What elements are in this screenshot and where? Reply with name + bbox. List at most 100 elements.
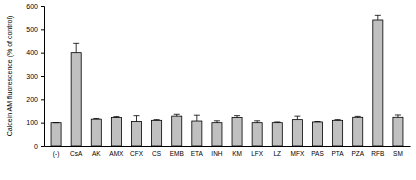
error-bar bbox=[194, 115, 200, 121]
error-cap bbox=[73, 43, 79, 44]
x-tick-label: SM bbox=[393, 150, 403, 157]
error-bar bbox=[355, 116, 361, 118]
error-bar bbox=[93, 118, 99, 120]
error-stem bbox=[136, 116, 137, 122]
x-tick-label: CFX bbox=[130, 150, 144, 157]
x-tick: MFX bbox=[291, 146, 305, 157]
y-tick-label: 400 bbox=[26, 49, 38, 56]
x-tick: PAS bbox=[311, 146, 324, 157]
x-tick-label: CS bbox=[152, 150, 162, 157]
x-tick-label: MFX bbox=[291, 150, 305, 157]
error-cap bbox=[154, 119, 160, 120]
error-stem bbox=[196, 115, 197, 121]
error-bar bbox=[274, 121, 280, 123]
error-bar bbox=[294, 116, 300, 120]
y-tick-mark bbox=[41, 29, 44, 30]
error-bar bbox=[53, 122, 59, 123]
y-tick-mark bbox=[41, 6, 44, 7]
bar bbox=[393, 117, 403, 146]
bar bbox=[71, 53, 81, 146]
bar bbox=[333, 120, 343, 146]
x-tick: CS bbox=[152, 146, 162, 157]
y-tick-mark bbox=[41, 123, 44, 124]
bar bbox=[272, 123, 282, 146]
x-tick-label: RFB bbox=[371, 150, 384, 157]
error-cap bbox=[375, 15, 381, 16]
error-cap bbox=[355, 116, 361, 117]
y-axis-title: Calcein AM fluorescence (% of control) bbox=[6, 16, 14, 137]
x-tick: AMX bbox=[109, 146, 124, 157]
marks bbox=[51, 15, 403, 146]
error-stem bbox=[76, 43, 77, 52]
error-cap bbox=[395, 114, 401, 115]
y-tick-label: 200 bbox=[26, 96, 38, 103]
error-bar bbox=[335, 119, 341, 121]
y-tick-label: 500 bbox=[26, 26, 38, 33]
error-bar bbox=[254, 121, 260, 123]
chart: 0 100 200 300 400 500 600 (-) CsA AK AMX CFX CS EMB ET… bbox=[0, 0, 416, 180]
x-tick-label: LZ bbox=[273, 150, 281, 157]
x-tick: KM bbox=[232, 146, 242, 157]
x-tick-label: PZA bbox=[351, 150, 364, 157]
bar bbox=[353, 117, 363, 146]
error-cap bbox=[234, 115, 240, 116]
x-tick: PTA bbox=[332, 146, 345, 157]
bar bbox=[91, 119, 101, 146]
y-tick-label: 0 bbox=[34, 143, 38, 150]
error-bar bbox=[395, 115, 401, 117]
x-tick-label: CsA bbox=[70, 150, 83, 157]
bar bbox=[212, 123, 222, 146]
error-cap bbox=[93, 118, 99, 119]
bar bbox=[192, 121, 202, 146]
bar bbox=[312, 122, 322, 146]
x-tick-label: (-) bbox=[53, 150, 60, 158]
x-tick-label: KM bbox=[232, 150, 242, 157]
x-tick-label: ETA bbox=[191, 150, 204, 157]
y-tick-label: 300 bbox=[26, 73, 38, 80]
x-tick: SM bbox=[393, 146, 403, 157]
y-tick: 0 bbox=[34, 143, 44, 150]
x-tick-label: PTA bbox=[332, 150, 345, 157]
x-tick-label: AMX bbox=[109, 150, 124, 157]
error-cap bbox=[194, 115, 200, 116]
error-cap bbox=[335, 119, 341, 120]
bar bbox=[152, 120, 162, 146]
bar bbox=[172, 116, 182, 146]
x-tick-label: EMB bbox=[170, 150, 184, 157]
error-cap bbox=[53, 122, 59, 123]
x-tick: RFB bbox=[371, 146, 384, 157]
y-tick: 100 bbox=[26, 119, 44, 126]
x-tick: INH bbox=[211, 146, 223, 157]
error-cap bbox=[214, 120, 220, 121]
y-tick: 400 bbox=[26, 49, 44, 56]
y-tick-label: 100 bbox=[26, 119, 38, 126]
x-tick-label: LFX bbox=[251, 150, 264, 157]
x-tick-label: PAS bbox=[311, 150, 324, 157]
x-tick: (-) bbox=[53, 146, 60, 158]
x-tick: PZA bbox=[351, 146, 364, 157]
x-tick: CFX bbox=[130, 146, 144, 157]
y-tick: 300 bbox=[26, 73, 44, 80]
error-bar bbox=[73, 43, 79, 52]
error-bar bbox=[234, 116, 240, 118]
y-tick: 500 bbox=[26, 26, 44, 33]
x-tick: LZ bbox=[273, 146, 281, 157]
error-stem bbox=[377, 15, 378, 20]
x-tick-label: AK bbox=[92, 150, 101, 157]
x-tick: LFX bbox=[251, 146, 264, 157]
x-tick-label: INH bbox=[211, 150, 223, 157]
error-cap bbox=[113, 116, 119, 117]
error-bar bbox=[375, 15, 381, 20]
bar bbox=[131, 122, 141, 147]
y-axis-line bbox=[41, 7, 45, 147]
x-tick: CsA bbox=[70, 146, 83, 157]
error-cap bbox=[174, 114, 180, 115]
y-tick-label: 600 bbox=[26, 3, 38, 10]
error-bar bbox=[214, 121, 220, 123]
y-tick: 200 bbox=[26, 96, 44, 103]
x-axis-line bbox=[45, 146, 411, 147]
bar bbox=[111, 118, 121, 146]
bar bbox=[232, 118, 242, 146]
error-bar bbox=[133, 116, 139, 122]
bar bbox=[373, 20, 383, 146]
